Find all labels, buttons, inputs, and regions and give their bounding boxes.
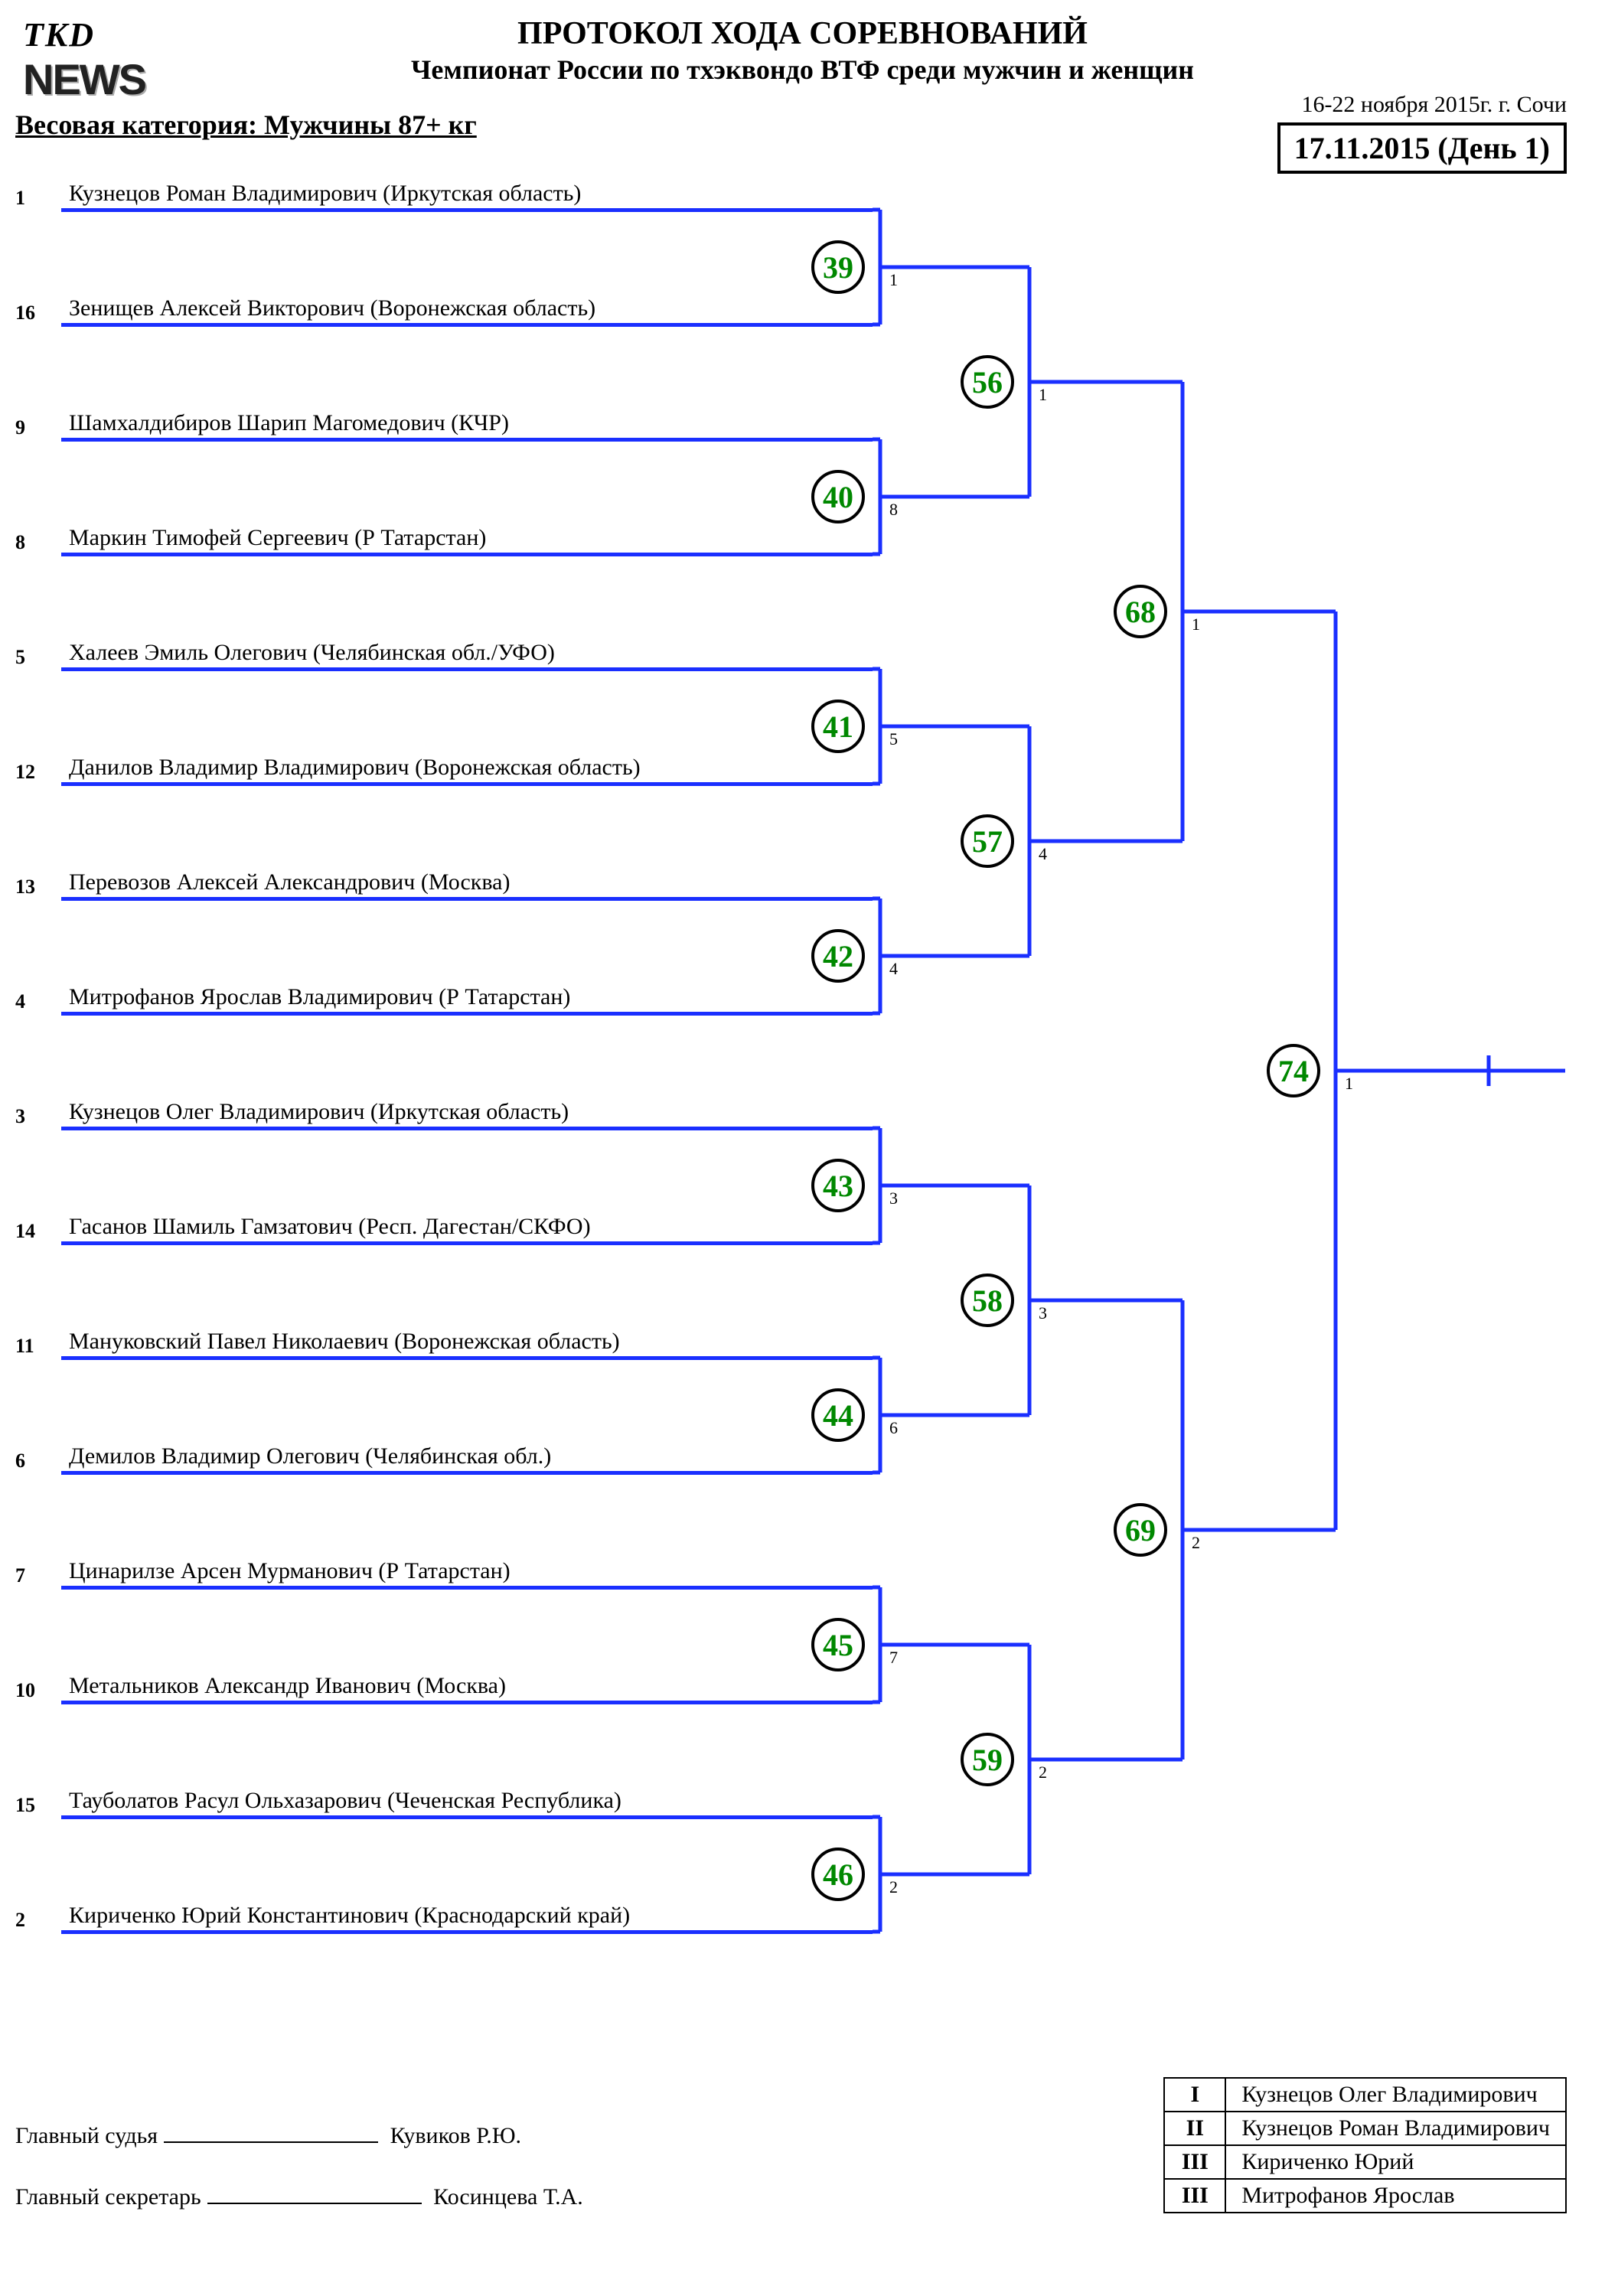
entrant-name: Тауболатов Расул Ольхазарович (Чеченская…: [61, 1788, 873, 1819]
result-name: Кузнецов Роман Владимирович: [1225, 2112, 1566, 2145]
advance-seed: 5: [889, 729, 898, 749]
match-number: 58: [961, 1274, 1014, 1327]
logo: TKD NEWS: [23, 15, 161, 130]
advance-seed: 1: [1192, 615, 1200, 634]
advance-seed: 4: [889, 959, 898, 979]
result-place: III: [1164, 2145, 1225, 2179]
advance-seed: 1: [889, 270, 898, 290]
date-location: 16-22 ноября 2015г. г. Сочи: [1301, 92, 1567, 118]
advance-seed: 3: [889, 1189, 898, 1208]
entrant-name: Халеев Эмиль Олегович (Челябинская обл./…: [61, 640, 873, 671]
result-place: III: [1164, 2179, 1225, 2213]
match-number: 74: [1267, 1044, 1320, 1097]
match-number: 42: [811, 929, 865, 983]
page-subtitle: Чемпионат России по тхэквондо ВТФ среди …: [15, 54, 1590, 86]
entrant-name: Перевозов Алексей Александрович (Москва): [61, 869, 873, 901]
match-number: 40: [811, 470, 865, 523]
results-table: IКузнецов Олег ВладимировичIIКузнецов Ро…: [1163, 2077, 1567, 2213]
match-number: 45: [811, 1618, 865, 1671]
seed: 14: [15, 1220, 46, 1243]
seed: 11: [15, 1335, 46, 1358]
entrant-name: Данилов Владимир Владимирович (Воронежск…: [61, 755, 873, 786]
secretary-name: Косинцева Т.А.: [433, 2184, 583, 2210]
advance-seed: 1: [1039, 385, 1047, 405]
seed: 1: [15, 187, 46, 210]
bracket: 1 Кузнецов Роман Владимирович (Иркутская …: [15, 148, 1590, 2062]
entrant-name: Кузнецов Роман Владимирович (Иркутская о…: [61, 181, 873, 212]
entrant-name: Кириченко Юрий Константинович (Краснодар…: [61, 1903, 873, 1934]
seed: 5: [15, 646, 46, 669]
advance-seed: 6: [889, 1418, 898, 1438]
match-number: 57: [961, 814, 1014, 868]
match-number: 59: [961, 1733, 1014, 1786]
seed: 16: [15, 302, 46, 325]
seed: 12: [15, 761, 46, 784]
secretary-label: Главный секретарь: [15, 2184, 201, 2210]
match-number: 43: [811, 1159, 865, 1212]
seed: 8: [15, 531, 46, 554]
result-name: Кириченко Юрий: [1225, 2145, 1566, 2179]
judge-signature: Главный судья Кувиков Р.Ю.: [15, 2123, 521, 2149]
seed: 3: [15, 1105, 46, 1128]
match-number: 69: [1114, 1503, 1167, 1557]
judge-name: Кувиков Р.Ю.: [390, 2123, 521, 2148]
seed: 2: [15, 1909, 46, 1932]
results-row: IIIКириченко Юрий: [1164, 2145, 1566, 2179]
entrant-name: Метальников Александр Иванович (Москва): [61, 1673, 873, 1704]
match-number: 39: [811, 240, 865, 294]
seed: 13: [15, 876, 46, 899]
advance-seed: 2: [1192, 1533, 1200, 1553]
seed: 4: [15, 990, 46, 1013]
match-number: 46: [811, 1848, 865, 1901]
logo-news: NEWS: [23, 54, 161, 104]
advance-seed: 8: [889, 500, 898, 520]
advance-seed: 3: [1039, 1303, 1047, 1323]
secretary-signature: Главный секретарь Косинцева Т.А.: [15, 2184, 583, 2210]
entrant-name: Зенищев Алексей Викторович (Воронежская …: [61, 295, 873, 327]
entrant-name: Митрофанов Ярослав Владимирович (Р Татар…: [61, 984, 873, 1016]
judge-label: Главный судья: [15, 2123, 158, 2148]
header: TKD NEWS ПРОТОКОЛ ХОДА СОРЕВНОВАНИЙ Чемп…: [15, 15, 1590, 141]
match-number: 44: [811, 1388, 865, 1442]
results-row: IКузнецов Олег Владимирович: [1164, 2078, 1566, 2112]
entrant-name: Маркин Тимофей Сергеевич (Р Татарстан): [61, 525, 873, 556]
advance-seed: 7: [889, 1648, 898, 1668]
entrant-name: Кузнецов Олег Владимирович (Иркутская об…: [61, 1099, 873, 1130]
entrant-name: Демилов Владимир Олегович (Челябинская о…: [61, 1443, 873, 1475]
result-name: Кузнецов Олег Владимирович: [1225, 2078, 1566, 2112]
result-name: Митрофанов Ярослав: [1225, 2179, 1566, 2213]
results-row: IIIМитрофанов Ярослав: [1164, 2179, 1566, 2213]
result-place: II: [1164, 2112, 1225, 2145]
seed: 6: [15, 1450, 46, 1473]
advance-seed: 2: [889, 1877, 898, 1897]
result-place: I: [1164, 2078, 1225, 2112]
match-number: 56: [961, 355, 1014, 409]
advance-seed: 2: [1039, 1763, 1047, 1782]
advance-seed: 4: [1039, 844, 1047, 864]
entrant-name: Шамхалдибиров Шарип Магомедович (КЧР): [61, 410, 873, 442]
entrant-name: Гасанов Шамиль Гамзатович (Респ. Дагеста…: [61, 1214, 873, 1245]
page-title: ПРОТОКОЛ ХОДА СОРЕВНОВАНИЙ: [15, 15, 1590, 52]
advance-seed: 1: [1345, 1074, 1353, 1094]
seed: 10: [15, 1679, 46, 1702]
entrant-name: Мануковский Павел Николаевич (Воронежска…: [61, 1329, 873, 1360]
logo-tkd: TKD: [23, 15, 161, 54]
seed: 7: [15, 1564, 46, 1587]
match-number: 41: [811, 700, 865, 753]
seed: 9: [15, 416, 46, 439]
results-row: IIКузнецов Роман Владимирович: [1164, 2112, 1566, 2145]
match-number: 68: [1114, 585, 1167, 638]
footer: Главный судья Кувиков Р.Ю. Главный секре…: [15, 2077, 1590, 2245]
entrant-name: Цинарилзе Арсен Мурманович (Р Татарстан): [61, 1558, 873, 1590]
seed: 15: [15, 1794, 46, 1817]
